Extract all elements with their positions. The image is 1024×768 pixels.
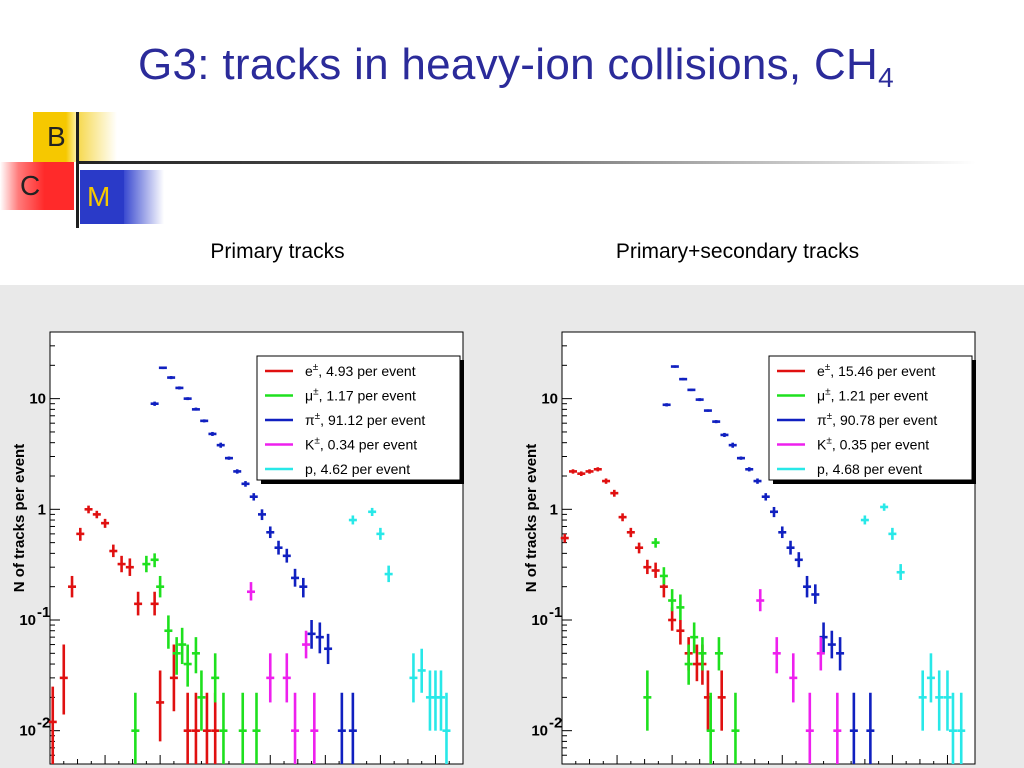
logo-m-letter: M [87,181,111,212]
y-tick-label: 10 [19,723,36,740]
series-μ [131,553,261,764]
legend-box [768,355,973,481]
series-π [150,366,357,764]
panel-caption-primary-secondary: Primary+secondary tracks [615,240,860,263]
legend-entry: e±, 4.93 per event [305,362,416,379]
slide-title: G3: tracks in heavy-ion collisions, CH4 [138,40,894,94]
legend-entry: π±, 90.78 per event [817,411,937,428]
logo-b-fade [77,112,117,162]
legend-box [256,355,461,481]
y-tick-label: 10 [19,612,36,629]
y-tick-label: 1 [38,501,46,518]
y-axis-label: N of tracks per event [523,444,540,592]
y-tick-exponent: -2 [37,715,50,732]
series-K [246,582,319,764]
series-p [348,507,451,764]
y-tick-label: 10 [541,391,558,408]
y-tick-label: 10 [531,612,548,629]
logo-m-block: M [80,170,124,224]
logo-c-letter: C [20,170,41,201]
title-underline-rule [76,161,976,164]
y-tick-label: 10 [531,723,548,740]
legend-entry: μ±, 1.21 per event [817,387,928,404]
logo-m-fade [124,170,164,224]
series-p [860,503,966,764]
logo-c-block: C [0,162,74,210]
y-tick-label: 1 [550,501,558,518]
legend-entry: K±, 0.34 per event [305,436,417,453]
slide-title-text: G3: tracks in heavy-ion collisions, CH [138,40,879,89]
legend-entry: p, 4.68 per event [817,461,922,477]
y-tick-label: 10 [29,391,46,408]
panel-caption-primary: Primary tracks [210,240,345,263]
legend-entry: e±, 15.46 per event [817,362,935,379]
chart-primary-secondary-tracks: 02468101214p, GeV/c10110-110-2N of track… [512,285,1024,768]
legend-entry: p, 4.62 per event [305,461,410,477]
slide-title-subscript: 4 [878,62,894,93]
y-tick-exponent: -2 [549,715,562,732]
legend-entry: μ±, 1.17 per event [305,387,416,404]
series-π [662,365,875,764]
logo-b-letter: B [47,121,66,152]
series-K [756,589,842,764]
logo-vertical-rule [76,112,79,228]
chart-primary-tracks: 02468101214p, GeV/c10110-110-2N of track… [0,285,512,768]
legend-entry: K±, 0.35 per event [817,436,929,453]
series-μ [643,538,740,764]
y-tick-exponent: -1 [549,604,562,621]
series-e [48,505,220,764]
logo-b-block: B [33,112,77,162]
y-axis-label: N of tracks per event [11,444,28,592]
legend-entry: π±, 91.12 per event [305,411,425,428]
y-tick-exponent: -1 [37,604,50,621]
